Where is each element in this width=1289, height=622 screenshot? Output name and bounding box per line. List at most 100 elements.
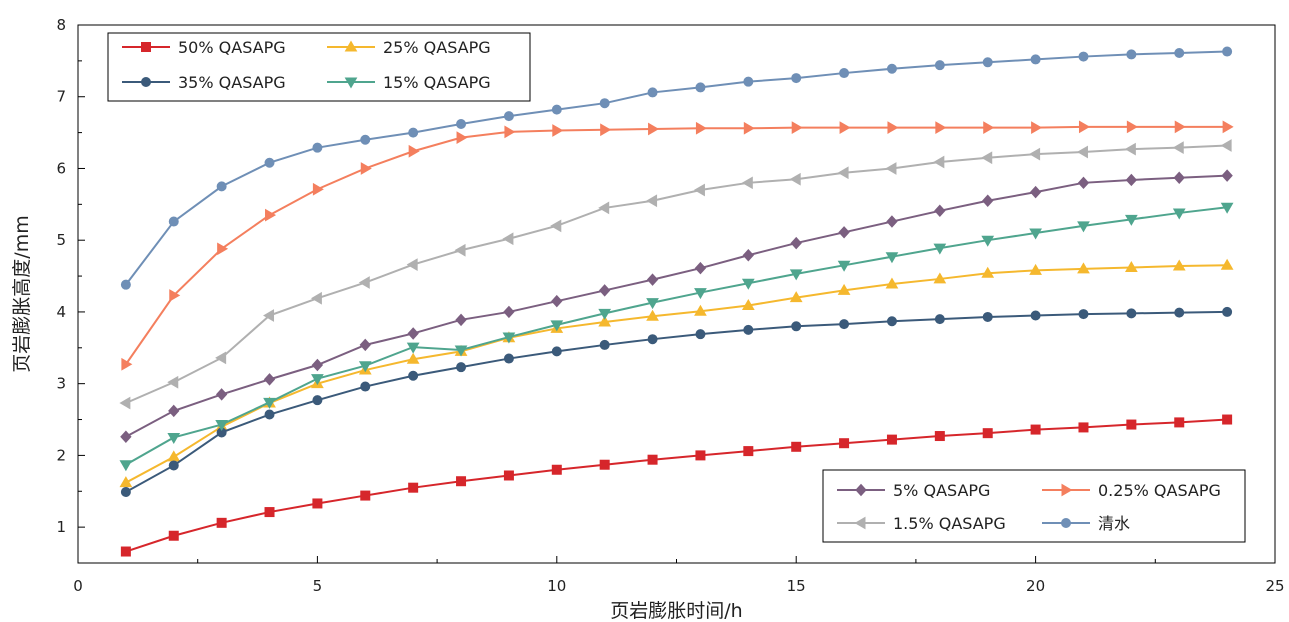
legend-label: 35% QASAPG	[178, 73, 286, 92]
data-point	[741, 298, 755, 310]
series-6	[119, 139, 1232, 410]
data-point	[119, 460, 133, 472]
legend-label: 25% QASAPG	[383, 38, 491, 57]
legend-item: 50% QASAPG	[122, 38, 286, 57]
data-point	[1174, 120, 1186, 134]
legend-label: 5% QASAPG	[893, 481, 990, 500]
data-point	[837, 166, 849, 180]
y-axis-label: 页岩膨胀高度/mm	[11, 215, 33, 372]
data-point	[743, 121, 755, 135]
data-point	[981, 266, 995, 278]
data-point	[1030, 424, 1041, 435]
data-point	[934, 60, 945, 71]
data-point	[504, 125, 516, 139]
series-line	[125, 144, 1228, 404]
data-point	[598, 201, 610, 215]
legend-top-left: 50% QASAPG 25% QASAPG 35% QASAPG 15% QASAPG	[107, 32, 531, 102]
data-point	[598, 308, 612, 320]
series-line	[125, 418, 1228, 553]
data-point	[360, 381, 371, 392]
legend-label: 1.5% QASAPG	[893, 514, 1006, 533]
data-point	[791, 441, 802, 452]
data-point	[408, 370, 419, 381]
data-point	[216, 517, 227, 528]
data-point	[981, 151, 993, 165]
x-tick-label: 5	[313, 577, 323, 595]
data-point	[312, 142, 323, 153]
data-point	[1172, 259, 1186, 271]
data-point	[551, 294, 563, 308]
data-point	[600, 123, 612, 137]
y-tick-label: 7	[56, 88, 66, 106]
data-point	[1222, 46, 1233, 57]
data-point	[310, 291, 322, 305]
data-point	[120, 279, 131, 290]
data-point	[456, 118, 467, 129]
data-point	[982, 57, 993, 68]
data-point	[1078, 120, 1090, 134]
data-point	[933, 272, 947, 284]
data-point	[694, 288, 707, 300]
data-point	[456, 476, 467, 487]
data-point	[886, 434, 897, 445]
data-point	[742, 249, 754, 262]
data-point	[503, 353, 514, 364]
data-point	[1222, 120, 1234, 134]
legend-label: 50% QASAPG	[178, 38, 286, 57]
data-point	[406, 258, 418, 271]
data-point	[981, 235, 995, 247]
data-point	[119, 476, 133, 488]
data-point	[312, 182, 324, 196]
legend-item: 5% QASAPG	[837, 481, 990, 500]
data-point	[360, 490, 371, 501]
data-point	[1078, 51, 1089, 62]
data-point	[695, 121, 707, 135]
data-point	[1172, 208, 1186, 220]
series-line	[125, 206, 1228, 466]
data-point	[1077, 262, 1090, 274]
data-point	[551, 104, 562, 115]
data-point	[312, 395, 323, 406]
data-point	[743, 76, 754, 87]
data-point	[263, 397, 276, 409]
legend-marker	[1061, 518, 1071, 528]
series-2	[120, 306, 1233, 497]
legend-frame	[107, 32, 531, 102]
legend-item: 25% QASAPG	[327, 38, 491, 57]
data-point	[168, 216, 179, 227]
data-point	[789, 269, 803, 281]
data-point	[886, 215, 898, 228]
data-point	[791, 121, 803, 134]
data-point	[1078, 309, 1089, 320]
series-layer	[119, 46, 1234, 557]
series-line	[125, 50, 1228, 286]
data-point	[120, 546, 131, 557]
data-point	[1126, 49, 1137, 60]
data-point	[789, 172, 801, 186]
legends: 50% QASAPG 25% QASAPG 35% QASAPG 15% QASAPG…	[107, 32, 1246, 543]
data-point	[982, 311, 993, 322]
data-point	[358, 361, 372, 373]
data-point	[694, 261, 707, 275]
data-point	[264, 409, 275, 420]
data-point	[215, 351, 227, 365]
series-4	[120, 169, 1233, 443]
data-point	[741, 176, 753, 190]
data-point	[1220, 139, 1232, 152]
legend-label: 15% QASAPG	[383, 73, 491, 92]
data-point	[1174, 307, 1185, 318]
legend-marker	[855, 483, 867, 497]
x-axis-label: 页岩膨胀时间/h	[610, 600, 742, 622]
data-point	[1221, 169, 1233, 182]
series-line	[125, 264, 1228, 484]
data-point	[1077, 176, 1090, 190]
data-point	[215, 388, 228, 401]
data-point	[168, 530, 179, 541]
data-point	[695, 450, 706, 461]
data-point	[167, 375, 179, 389]
series-7	[120, 46, 1233, 290]
data-point	[456, 362, 467, 373]
data-point	[169, 289, 181, 302]
legend-item: 15% QASAPG	[327, 73, 491, 92]
